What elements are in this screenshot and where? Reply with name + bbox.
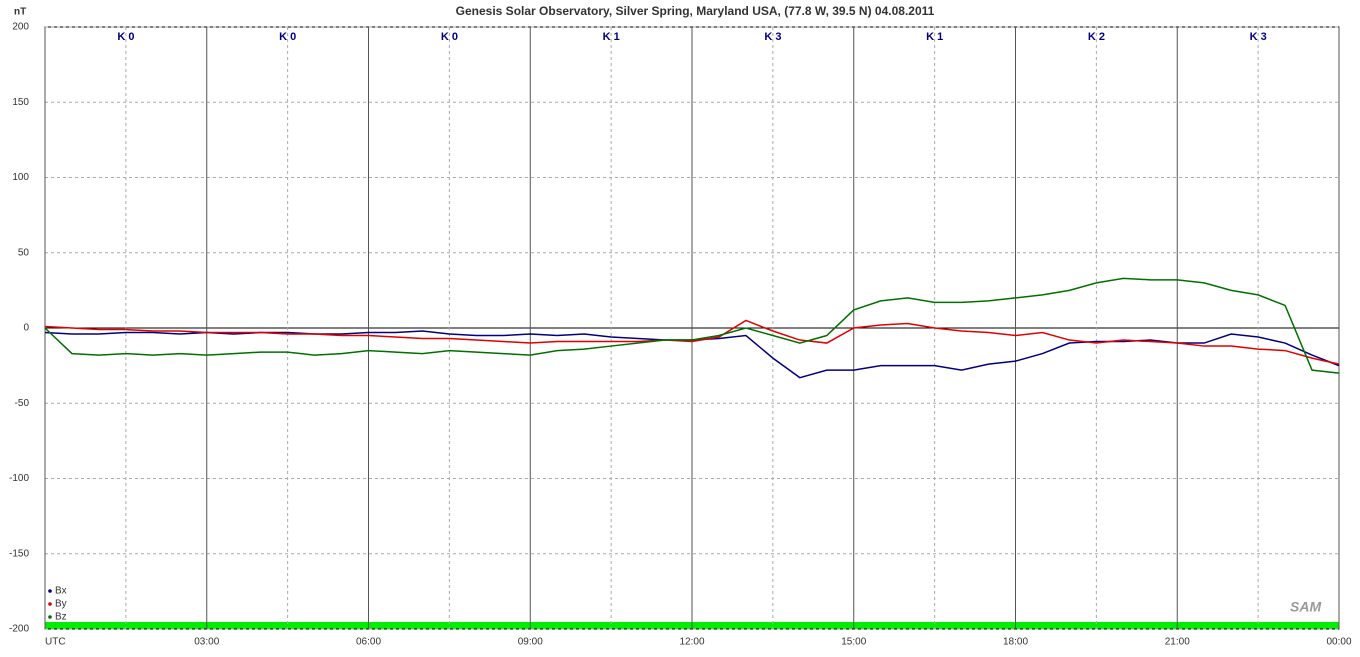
k-index: K 3	[764, 31, 781, 43]
x-tick-label: 12:00	[679, 637, 704, 648]
legend-label: Bx	[55, 586, 67, 597]
x-tick-label: UTC	[45, 637, 66, 648]
y-tick-label: 200	[12, 22, 29, 33]
legend-label: Bz	[55, 612, 67, 623]
k-index: K 0	[441, 31, 458, 43]
y-tick-label: -200	[9, 624, 29, 635]
k-index: K 1	[603, 31, 620, 43]
k-index: K 1	[926, 31, 943, 43]
legend-marker	[48, 602, 52, 606]
k-index: K 2	[1088, 31, 1105, 43]
x-tick-label: 15:00	[841, 637, 866, 648]
series-line	[44, 277, 1340, 374]
k-index: K 0	[117, 31, 134, 43]
series-line	[44, 319, 1340, 365]
logo: SAM	[1290, 599, 1321, 615]
x-tick-label: 21:00	[1165, 637, 1190, 648]
chart-title: Genesis Solar Observatory, Silver Spring…	[456, 4, 935, 18]
y-tick-label: -50	[15, 398, 30, 409]
x-tick-label: 18:00	[1003, 637, 1028, 648]
y-tick-label: 150	[12, 97, 29, 108]
y-tick-label: 50	[18, 247, 30, 258]
y-tick-label: 0	[23, 323, 29, 334]
k-index: K 0	[279, 31, 296, 43]
x-tick-label: 06:00	[356, 637, 381, 648]
y-tick-label: 100	[12, 172, 29, 183]
legend-marker	[48, 615, 52, 619]
y-tick-label: -100	[9, 473, 29, 484]
y-tick-label: -150	[9, 548, 29, 559]
legend-marker	[48, 589, 52, 593]
legend-label: By	[55, 599, 67, 610]
x-tick-label: 03:00	[194, 637, 219, 648]
x-tick-label: 00:00	[1326, 637, 1351, 648]
y-axis-label: nT	[14, 7, 26, 18]
x-tick-label: 09:00	[518, 637, 543, 648]
k-index: K 3	[1250, 31, 1267, 43]
